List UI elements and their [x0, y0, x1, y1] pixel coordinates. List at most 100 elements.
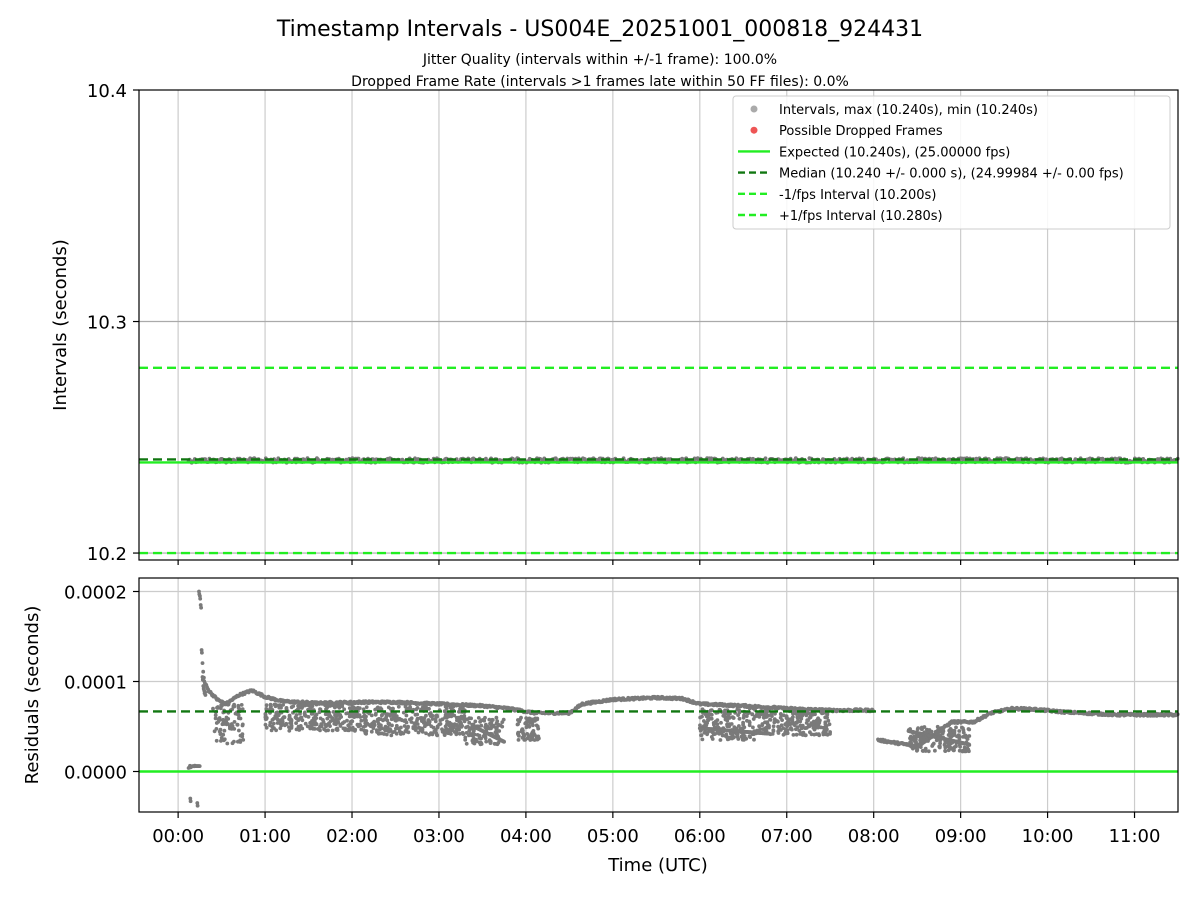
residual-point: [958, 744, 962, 749]
residual-point: [418, 728, 423, 732]
residual-point: [274, 728, 278, 733]
residual-point: [783, 722, 788, 727]
residual-point: [203, 693, 208, 697]
residual-point: [444, 731, 449, 735]
residual-point: [967, 734, 972, 738]
residual-point: [344, 711, 349, 716]
residual-point: [911, 737, 916, 742]
residual-point: [222, 728, 227, 733]
residual-point: [715, 718, 720, 722]
residual-point: [308, 721, 313, 725]
residual-point: [399, 717, 403, 722]
residual-point: [302, 711, 307, 716]
residual-point: [798, 719, 803, 724]
legend-label: +1/fps Interval (10.280s): [779, 209, 943, 224]
residual-point: [484, 722, 488, 727]
residual-point: [711, 732, 716, 737]
x-tick-label: 11:00: [1109, 826, 1161, 847]
residual-point: [264, 703, 269, 708]
residual-point: [383, 728, 387, 732]
residual-point: [948, 735, 953, 739]
residual-point: [797, 728, 802, 733]
residual-point: [361, 725, 366, 729]
residual-point: [772, 720, 777, 725]
x-tick-label: 04:00: [500, 826, 552, 847]
residual-point: [476, 716, 481, 720]
residual-point: [430, 717, 435, 721]
residual-point: [943, 748, 947, 753]
residual-point: [350, 702, 354, 707]
residuals-y-tick-label: 0.0001: [64, 673, 127, 694]
residual-point: [764, 728, 769, 733]
residual-point: [403, 729, 408, 733]
residual-point: [935, 724, 940, 729]
residual-point: [826, 718, 831, 723]
residual-point: [425, 721, 429, 726]
residual-point: [289, 723, 294, 728]
residual-point: [960, 749, 965, 754]
residual-point: [364, 705, 369, 709]
residual-point: [359, 718, 364, 723]
residual-point: [494, 715, 499, 720]
residual-point: [967, 749, 971, 754]
residual-point: [422, 721, 426, 725]
residual-point: [263, 722, 268, 727]
residual-point: [933, 748, 937, 753]
residual-point: [472, 741, 477, 746]
residuals-points: [139, 589, 1180, 808]
residual-point: [705, 732, 709, 737]
residual-point: [502, 739, 506, 744]
residual-point: [201, 669, 206, 674]
residual-point: [957, 748, 962, 753]
residual-point: [271, 721, 276, 726]
intervals-y-tick-label: 10.2: [87, 544, 127, 565]
residual-point: [918, 745, 923, 749]
residual-point: [794, 712, 799, 716]
residual-point: [914, 740, 918, 744]
intervals-y-axis-label: Intervals (seconds): [50, 239, 71, 411]
residual-point: [966, 727, 971, 731]
residual-point: [700, 714, 704, 719]
x-tick-label: 05:00: [587, 826, 639, 847]
intervals-y-tick-label: 10.3: [87, 313, 127, 334]
residual-point: [264, 725, 269, 730]
residual-point: [821, 732, 826, 736]
x-tick-label: 03:00: [413, 826, 465, 847]
residual-point: [767, 731, 772, 736]
residual-point: [795, 725, 800, 730]
residual-point: [763, 711, 768, 716]
residual-point: [472, 728, 476, 733]
intervals-axes-frame: [138, 89, 1179, 561]
residual-point: [238, 740, 243, 744]
residual-point: [813, 726, 817, 731]
residual-point: [497, 729, 502, 733]
residual-point: [768, 717, 772, 722]
residual-point: [394, 714, 399, 718]
residual-point: [921, 739, 926, 744]
residual-point: [700, 707, 705, 712]
residual-point: [957, 729, 962, 733]
residual-point: [240, 723, 245, 728]
residual-point: [535, 717, 540, 722]
residual-point: [364, 714, 368, 719]
residual-point: [330, 728, 335, 733]
residual-point: [352, 715, 357, 719]
residual-point: [741, 715, 746, 720]
residual-point: [318, 707, 322, 711]
residual-point: [338, 724, 343, 728]
residual-point: [324, 724, 328, 729]
residual-point: [322, 727, 326, 732]
residual-point: [219, 703, 224, 708]
intervals-y-tick-label: 10.4: [87, 81, 127, 102]
residual-point: [772, 717, 777, 722]
residual-point: [460, 716, 465, 721]
residual-point: [199, 605, 204, 610]
residual-point: [368, 724, 373, 729]
residual-point: [920, 748, 925, 753]
residual-point: [920, 737, 924, 741]
residual-point: [776, 724, 780, 729]
residual-point: [333, 713, 337, 717]
residual-point: [955, 734, 959, 739]
residual-point: [465, 724, 470, 729]
